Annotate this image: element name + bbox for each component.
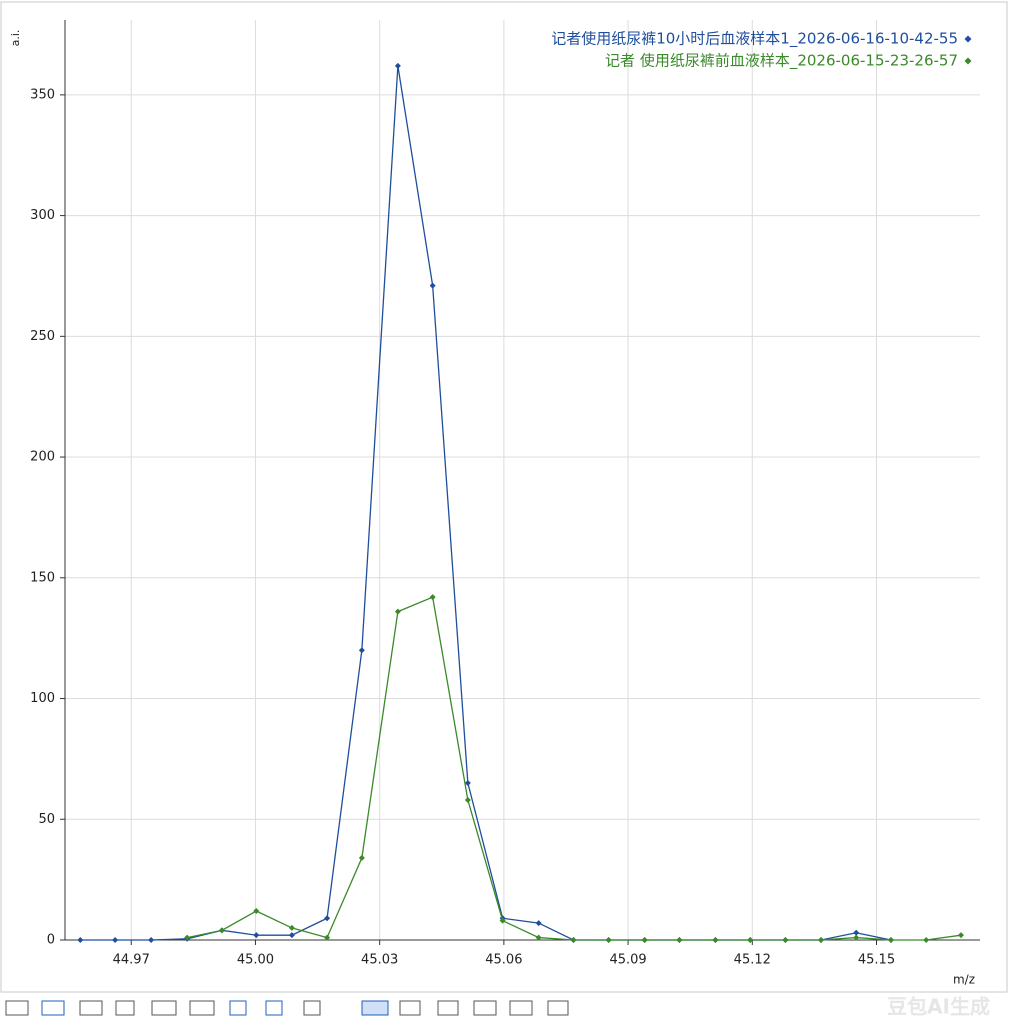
- data-point: [887, 937, 894, 943]
- data-point: [676, 937, 683, 943]
- data-point: [499, 917, 506, 924]
- tool-button[interactable]: [189, 1000, 215, 1016]
- legend-marker: [964, 35, 972, 43]
- data-point: [184, 934, 191, 941]
- data-point: [853, 934, 860, 941]
- tool-button[interactable]: [5, 1000, 29, 1016]
- x-tick-label: 45.12: [734, 953, 771, 968]
- y-axis-label: a.i.: [9, 30, 22, 47]
- data-point: [818, 937, 825, 943]
- data-point: [253, 932, 260, 939]
- tool-button[interactable]: [509, 1000, 533, 1016]
- data-point: [148, 937, 155, 943]
- data-point: [394, 62, 401, 69]
- tool-button[interactable]: [79, 1000, 103, 1016]
- data-point: [535, 934, 542, 941]
- data-point: [535, 920, 542, 927]
- data-point: [288, 932, 295, 939]
- x-tick-label: 45.15: [858, 953, 895, 968]
- toolbar: [5, 1000, 569, 1016]
- legend-marker: [964, 57, 972, 65]
- tool-button[interactable]: [361, 1000, 389, 1016]
- data-point: [288, 924, 295, 931]
- data-point: [77, 937, 84, 943]
- data-point: [112, 937, 119, 943]
- tool-button[interactable]: [151, 1000, 177, 1016]
- y-tick-label: 350: [30, 87, 55, 102]
- tool-button[interactable]: [437, 1000, 459, 1016]
- data-point: [957, 932, 964, 939]
- tool-button[interactable]: [229, 1000, 247, 1016]
- y-tick-label: 100: [30, 691, 55, 706]
- x-axis-label: m/z: [953, 973, 975, 987]
- data-point: [641, 937, 648, 943]
- data-point: [853, 929, 860, 936]
- data-point: [923, 937, 930, 943]
- data-point: [464, 780, 471, 787]
- tool-button[interactable]: [303, 1000, 321, 1016]
- y-tick-label: 200: [30, 450, 55, 465]
- data-point: [358, 854, 365, 861]
- y-tick-label: 150: [30, 570, 55, 585]
- x-tick-label: 45.00: [237, 953, 274, 968]
- data-point: [464, 796, 471, 803]
- y-tick-label: 50: [38, 812, 55, 827]
- tool-button[interactable]: [115, 1000, 135, 1016]
- data-point: [429, 594, 436, 601]
- tool-button[interactable]: [265, 1000, 283, 1016]
- tool-button[interactable]: [41, 1000, 65, 1016]
- x-tick-label: 45.09: [609, 953, 646, 968]
- x-tick-label: 45.06: [485, 953, 522, 968]
- data-point: [218, 927, 225, 934]
- data-point: [782, 937, 789, 943]
- y-tick-label: 0: [47, 933, 55, 948]
- data-point: [429, 282, 436, 289]
- data-point: [605, 937, 612, 943]
- data-point: [324, 915, 331, 922]
- watermark: 豆包AI生成: [887, 995, 990, 1019]
- data-point: [570, 937, 577, 943]
- legend-label: 记者 使用纸尿裤前血液样本_2026-06-15-23-26-57: [605, 52, 958, 71]
- data-point: [253, 908, 260, 915]
- tool-button[interactable]: [399, 1000, 421, 1016]
- tool-button[interactable]: [547, 1000, 569, 1016]
- y-tick-label: 300: [30, 208, 55, 223]
- data-point: [324, 934, 331, 941]
- x-tick-label: 45.03: [361, 953, 398, 968]
- data-point: [747, 937, 754, 943]
- data-point: [712, 937, 719, 943]
- y-tick-label: 250: [30, 329, 55, 344]
- x-tick-label: 44.97: [113, 953, 150, 968]
- data-point: [358, 647, 365, 654]
- legend-label: 记者使用纸尿裤10小时后血液样本1_2026-06-16-10-42-55: [551, 30, 958, 49]
- data-point: [394, 608, 401, 615]
- tool-button[interactable]: [473, 1000, 497, 1016]
